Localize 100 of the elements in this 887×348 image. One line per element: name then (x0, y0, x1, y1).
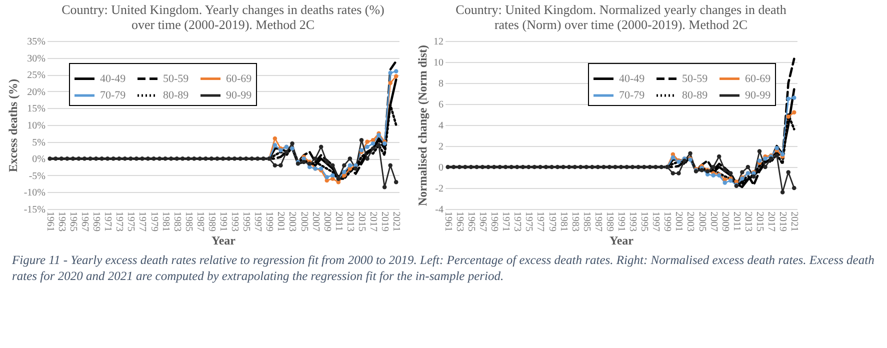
x-tick-label: 1981 (558, 212, 569, 232)
y-tick-label: 30% (27, 53, 46, 64)
x-tick-label: 1983 (569, 212, 580, 232)
y-tick-label: 4 (438, 120, 444, 132)
legend-label: 40-49 (619, 72, 646, 85)
x-axis-title: Year (610, 234, 634, 248)
x-tick-label: 1991 (616, 212, 626, 232)
x-tick-label: 1991 (218, 212, 228, 232)
x-axis-title: Year (212, 234, 236, 248)
x-tick-label: 1977 (534, 212, 546, 232)
x-tick-label: 1989 (206, 212, 217, 232)
y-tick-label: -15% (24, 204, 46, 216)
legend-label: 70-79 (100, 90, 126, 102)
y-tick-label: 25% (27, 70, 46, 82)
x-tick-label: 2015 (356, 212, 367, 232)
y-tick-label: 0 (438, 162, 444, 174)
x-tick-label: 2021 (788, 212, 800, 232)
x-tick-label: 2001 (275, 212, 286, 232)
x-tick-label: 2005 (298, 212, 310, 232)
x-tick-label: 2017 (766, 212, 777, 232)
y-tick-label: -4 (435, 204, 444, 216)
x-tick-label: 2019 (777, 212, 788, 232)
x-tick-label: 2009 (719, 212, 730, 232)
x-tick-label: 1973 (114, 212, 125, 232)
x-tick-label: 1985 (580, 212, 592, 232)
y-tick-label: 12 (434, 36, 444, 48)
x-tick-label: 2019 (379, 212, 390, 232)
chart-title: Country: United Kingdom. Yearly changes in deaths rates (%) over time (2000-2019). Method 2C (62, 2, 384, 32)
x-tick-label: 1981 (160, 212, 171, 232)
x-tick-label: 1999 (662, 212, 673, 232)
x-tick-label: 1995 (638, 212, 650, 232)
x-tick-label: 1993 (627, 212, 638, 232)
legend-label: 60-69 (745, 72, 772, 85)
x-tick-label: 1993 (229, 212, 240, 232)
x-tick-label: 2017 (368, 212, 379, 232)
legend-label: 40-49 (100, 72, 126, 85)
x-tick-label: 2015 (754, 212, 765, 232)
y-tick-label: 20% (27, 86, 46, 98)
x-tick-label: 1975 (125, 212, 136, 232)
y-axis-title: Normalised change (Norm dist) (416, 45, 430, 206)
legend-label: 90-99 (745, 90, 772, 102)
x-tick-label: 1999 (264, 212, 275, 232)
legend-label: 50-59 (682, 72, 708, 85)
x-tick-label: 1989 (604, 212, 615, 232)
x-tick-label: 2005 (696, 212, 708, 232)
x-tick-label: 1985 (182, 212, 194, 232)
x-tick-label: 1965 (67, 212, 78, 232)
x-tick-label: 2009 (321, 212, 332, 232)
y-tick-label: 0% (32, 154, 46, 166)
x-tick-label: 2007 (708, 212, 719, 232)
y-tick-label: 8 (438, 78, 444, 90)
y-tick-label: -10% (24, 188, 46, 199)
caption: Figure 11 - Yearly excess death rates relative to regression fit from 2000 to 2019. Left: Percentage of excess death rates. Right: Normalised excess death rates. Excess death rates for 2020 and 2021 are computed by extrapolating the regression fit for the in-sample period. (11, 252, 876, 284)
x-tick-label: 1965 (465, 212, 476, 232)
x-tick-label: 2011 (332, 212, 344, 232)
y-tick-label: 2 (438, 142, 444, 152)
x-tick-label: 1961 (442, 212, 454, 232)
x-tick-label: 1971 (500, 212, 512, 232)
x-tick-label: 2011 (730, 212, 742, 232)
legend-label: 90-99 (226, 90, 252, 102)
legend-label: 50-59 (163, 72, 190, 85)
y-tick-label: -5% (28, 170, 46, 182)
x-tick-label: 1967 (79, 212, 90, 232)
x-tick-label: 2001 (673, 212, 684, 232)
y-tick-label: 6 (438, 100, 444, 110)
x-tick-label: 2003 (684, 212, 696, 232)
y-tick-label: 10 (434, 58, 444, 68)
legend-label: 80-89 (163, 90, 190, 102)
y-tick-label: 5% (32, 137, 46, 148)
x-tick-label: 2007 (310, 212, 321, 232)
x-tick-label: 1963 (454, 212, 465, 232)
x-tick-label: 1975 (523, 212, 534, 232)
x-tick-label: 2013 (742, 212, 754, 232)
y-tick-label: -2 (435, 184, 444, 194)
x-tick-label: 1979 (546, 212, 558, 232)
x-tick-label: 1969 (90, 212, 102, 232)
y-tick-label: 35% (27, 36, 46, 48)
x-tick-label: 1995 (240, 212, 252, 232)
chart-title: Country: United Kingdom. Normalized yearly changes in death rates (Norm) over time (2000-2019). Method 2C (456, 2, 787, 32)
x-tick-label: 2013 (344, 212, 356, 232)
x-tick-label: 1967 (477, 212, 488, 232)
x-tick-label: 1977 (136, 212, 148, 232)
x-tick-label: 1971 (102, 212, 114, 232)
x-tick-label: 1979 (148, 212, 160, 232)
x-tick-label: 1969 (488, 212, 500, 232)
x-tick-label: 2003 (286, 212, 298, 232)
legend-label: 80-89 (682, 90, 708, 102)
x-tick-label: 1973 (512, 212, 523, 232)
x-tick-label: 1961 (44, 212, 56, 232)
x-tick-label: 1997 (252, 212, 264, 232)
legend-label: 60-69 (226, 72, 252, 85)
x-tick-label: 1987 (592, 212, 604, 232)
y-axis-title: Excess deaths (%) (6, 78, 20, 172)
y-tick-label: 10% (27, 120, 46, 132)
x-tick-label: 1997 (650, 212, 662, 232)
x-tick-label: 1987 (194, 212, 206, 232)
x-tick-label: 1983 (171, 212, 182, 232)
x-tick-label: 2021 (390, 212, 402, 232)
y-tick-label: 15% (27, 104, 46, 115)
legend-label: 70-79 (619, 90, 646, 102)
